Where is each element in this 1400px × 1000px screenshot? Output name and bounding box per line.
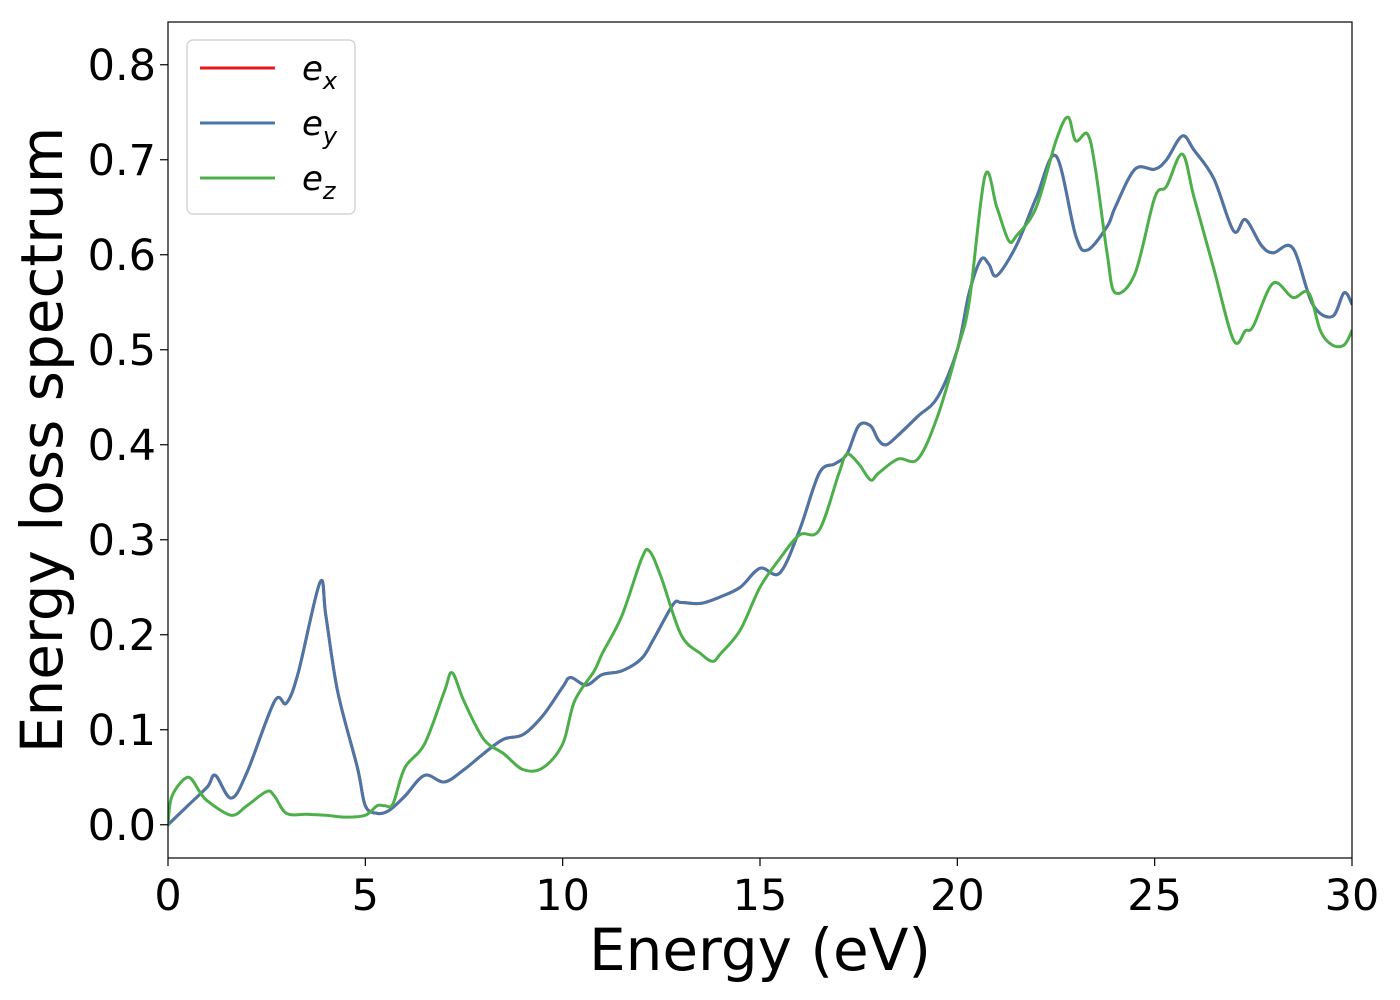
y-tick-label: 0.8 bbox=[88, 41, 156, 91]
x-tick-label: 30 bbox=[1325, 871, 1380, 921]
legend-label-main: e bbox=[302, 159, 323, 199]
x-axis-ticks: 0 5 10 15 20 25 30 bbox=[154, 858, 1379, 921]
series-line-e-z bbox=[168, 115, 1352, 827]
y-tick-label: 0.0 bbox=[88, 801, 156, 851]
y-tick-label: 0.7 bbox=[88, 136, 156, 186]
legend-label-e-x: ex bbox=[302, 49, 338, 95]
y-tick-label: 0.5 bbox=[88, 326, 156, 376]
x-tick-label: 5 bbox=[352, 871, 379, 921]
y-tick-label: 0.3 bbox=[88, 516, 156, 566]
x-tick-label: 0 bbox=[154, 871, 181, 921]
x-tick-label: 10 bbox=[535, 871, 590, 921]
legend-label-subscript: z bbox=[322, 177, 337, 205]
y-tick-label: 0.2 bbox=[88, 611, 156, 661]
y-tick-label: 0.1 bbox=[88, 706, 156, 756]
series-layer bbox=[168, 115, 1352, 827]
x-tick-label: 25 bbox=[1127, 871, 1182, 921]
legend-label-main: e bbox=[302, 104, 323, 144]
x-axis-title: Energy (eV) bbox=[589, 916, 931, 984]
x-tick-label: 15 bbox=[733, 871, 788, 921]
legend-label-main: e bbox=[302, 49, 323, 89]
legend-label-subscript: y bbox=[322, 122, 338, 150]
legend-label-e-z: ez bbox=[302, 159, 337, 205]
y-tick-label: 0.6 bbox=[88, 231, 156, 281]
y-tick-label: 0.4 bbox=[88, 421, 156, 471]
y-axis-ticks: 0.0 0.1 0.2 0.3 0.4 0.5 0.6 0.7 0.8 bbox=[88, 41, 168, 851]
legend-label-e-y: ey bbox=[302, 104, 338, 150]
x-tick-label: 20 bbox=[930, 871, 985, 921]
legend-box bbox=[186, 39, 356, 215]
legend-label-subscript: x bbox=[322, 67, 338, 95]
series-line-e-y bbox=[168, 134, 1352, 827]
y-axis-title: Energy loss spectrum bbox=[8, 127, 76, 753]
